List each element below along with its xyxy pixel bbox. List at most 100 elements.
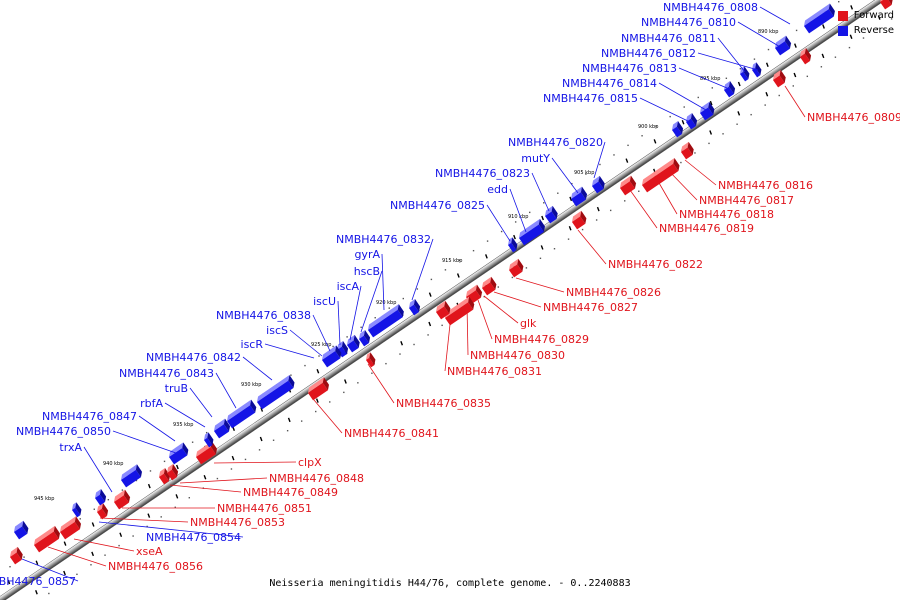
forward-gene [482,276,497,296]
svg-text:NMBH4476_0810: NMBH4476_0810 [641,16,736,29]
reverse-gene-label: iscS [266,324,323,357]
strand-legend: Forward Reverse [837,8,894,38]
svg-text:NMBH4476_0856: NMBH4476_0856 [108,560,203,573]
svg-text:NMBH4476_0814: NMBH4476_0814 [562,77,657,90]
reverse-gene [507,237,518,253]
forward-gene-label: NMBH4476_0849 [169,484,338,499]
reverse-gene-label: NMBH4476_0854 [98,521,244,544]
svg-text:clpX: clpX [298,456,322,469]
svg-text:NMBH4476_0848: NMBH4476_0848 [269,472,364,485]
legend-forward-label: Forward [853,10,894,21]
forward-gene-label: NMBH4476_0817 [667,169,794,207]
forward-gene [880,0,893,10]
svg-text:glk: glk [520,317,537,330]
reverse-gene [519,218,545,246]
reverse-gene [359,330,371,347]
svg-text:NMBH4476_0822: NMBH4476_0822 [608,258,703,271]
scale-tick-label: 920 kbp [376,300,396,306]
legend-reverse: Reverse [837,23,894,38]
svg-text:xseA: xseA [136,545,163,558]
reverse-gene [227,399,257,429]
forward-gene-label: NMBH4476_0856 [47,546,203,573]
forward-gene [572,210,587,230]
reverse-gene-label: NMBH4476_0814 [562,77,707,111]
svg-text:NMBH4476_0854: NMBH4476_0854 [146,531,241,544]
reverse-gene-label: rbfA [140,397,206,428]
svg-text:rbfA: rbfA [140,397,163,410]
forward-gene [773,69,786,88]
svg-text:NMBH4476_0831: NMBH4476_0831 [447,365,542,378]
forward-gene-label: NMBH4476_0826 [515,277,661,299]
svg-text:NMBH4476_0825: NMBH4476_0825 [390,199,485,212]
svg-text:NMBH4476_0842: NMBH4476_0842 [146,351,241,364]
forward-gene-label: clpX [213,456,322,469]
svg-text:iscA: iscA [337,280,360,293]
reverse-gene-label: NMBH4476_0847 [42,410,176,442]
reverse-gene-label: truB [165,382,213,418]
forward-gene-label: NMBH4476_0851 [122,502,312,515]
scale-tick-label: 900 kbp [638,124,658,130]
reverse-gene [740,66,750,82]
reverse-gene-label: NMBH4476_0815 [543,92,691,123]
forward-gene [167,464,179,481]
svg-text:truB: truB [165,382,188,395]
svg-text:NMBH4476_0808: NMBH4476_0808 [663,1,758,14]
reverse-guide-dots [9,0,840,568]
svg-text:iscU: iscU [313,295,336,308]
reverse-gene-label: NMBH4476_0857 [0,558,79,588]
forward-gene-label: NMBH4476_0841 [313,399,439,440]
svg-text:NMBH4476_0823: NMBH4476_0823 [435,167,530,180]
svg-text:gyrA: gyrA [354,248,380,261]
reverse-gene [409,299,421,316]
forward-gene [97,503,109,520]
scale-tick-label: 910 kbp [508,214,528,220]
forward-gene [436,300,451,320]
reverse-gene-label: NMBH4476_0810 [641,16,783,49]
forward-gene-label: NMBH4476_0809 [784,85,900,124]
svg-text:NMBH4476_0838: NMBH4476_0838 [216,309,311,322]
scale-tick-label: 905 kbp [574,170,594,176]
svg-text:NMBH4476_0809: NMBH4476_0809 [807,111,900,124]
forward-gene [681,141,694,160]
reverse-gene [95,489,107,506]
forward-gene [159,468,171,485]
forward-gene-label: NMBH4476_0853 [99,516,285,529]
svg-text:NMBH4476_0843: NMBH4476_0843 [119,367,214,380]
forward-gene [308,377,329,401]
forward-gene-label: NMBH4476_0831 [444,314,542,378]
reverse-gene [214,418,231,439]
forward-gene-label: xseA [73,538,163,558]
forward-gene-label: NMBH4476_0827 [493,291,638,314]
reverse-gene-label: NMBH4476_0832 [336,233,434,301]
reverse-gene [257,375,295,410]
reverse-gene-label: NMBH4476_0838 [216,309,331,352]
forward-gene [508,258,524,278]
reverse-gene-label: NMBH4476_0811 [621,32,746,73]
forward-gene-label: glk [483,295,537,330]
reverse-gene-label: NMBH4476_0813 [582,62,728,89]
reverse-gene [672,121,684,138]
svg-text:NMBH4476_0816: NMBH4476_0816 [718,179,813,192]
reverse-gene [752,62,762,78]
scale-tick-label: 935 kbp [173,422,193,428]
svg-text:NMBH4476_0853: NMBH4476_0853 [190,516,285,529]
forward-gene-label: NMBH4476_0829 [477,299,589,346]
svg-text:NMBH4476_0850: NMBH4476_0850 [16,425,111,438]
svg-text:NMBH4476_0826: NMBH4476_0826 [566,286,661,299]
svg-text:NMBH4476_0820: NMBH4476_0820 [508,136,603,149]
reverse-gene-label: NMBH4476_0820 [508,136,606,179]
forward-gene [445,296,475,326]
reverse-gene-label: NMBH4476_0825 [390,199,511,242]
forward-gene-label: NMBH4476_0835 [367,363,491,410]
svg-text:edd: edd [487,183,508,196]
reverse-gene [72,502,82,518]
reverse-gene [121,464,142,488]
forward-gene [642,158,680,193]
reverse-gene-label: NMBH4476_0842 [146,351,273,381]
reverse-gene [322,345,342,368]
reverse-gene-label: iscU [313,295,341,346]
